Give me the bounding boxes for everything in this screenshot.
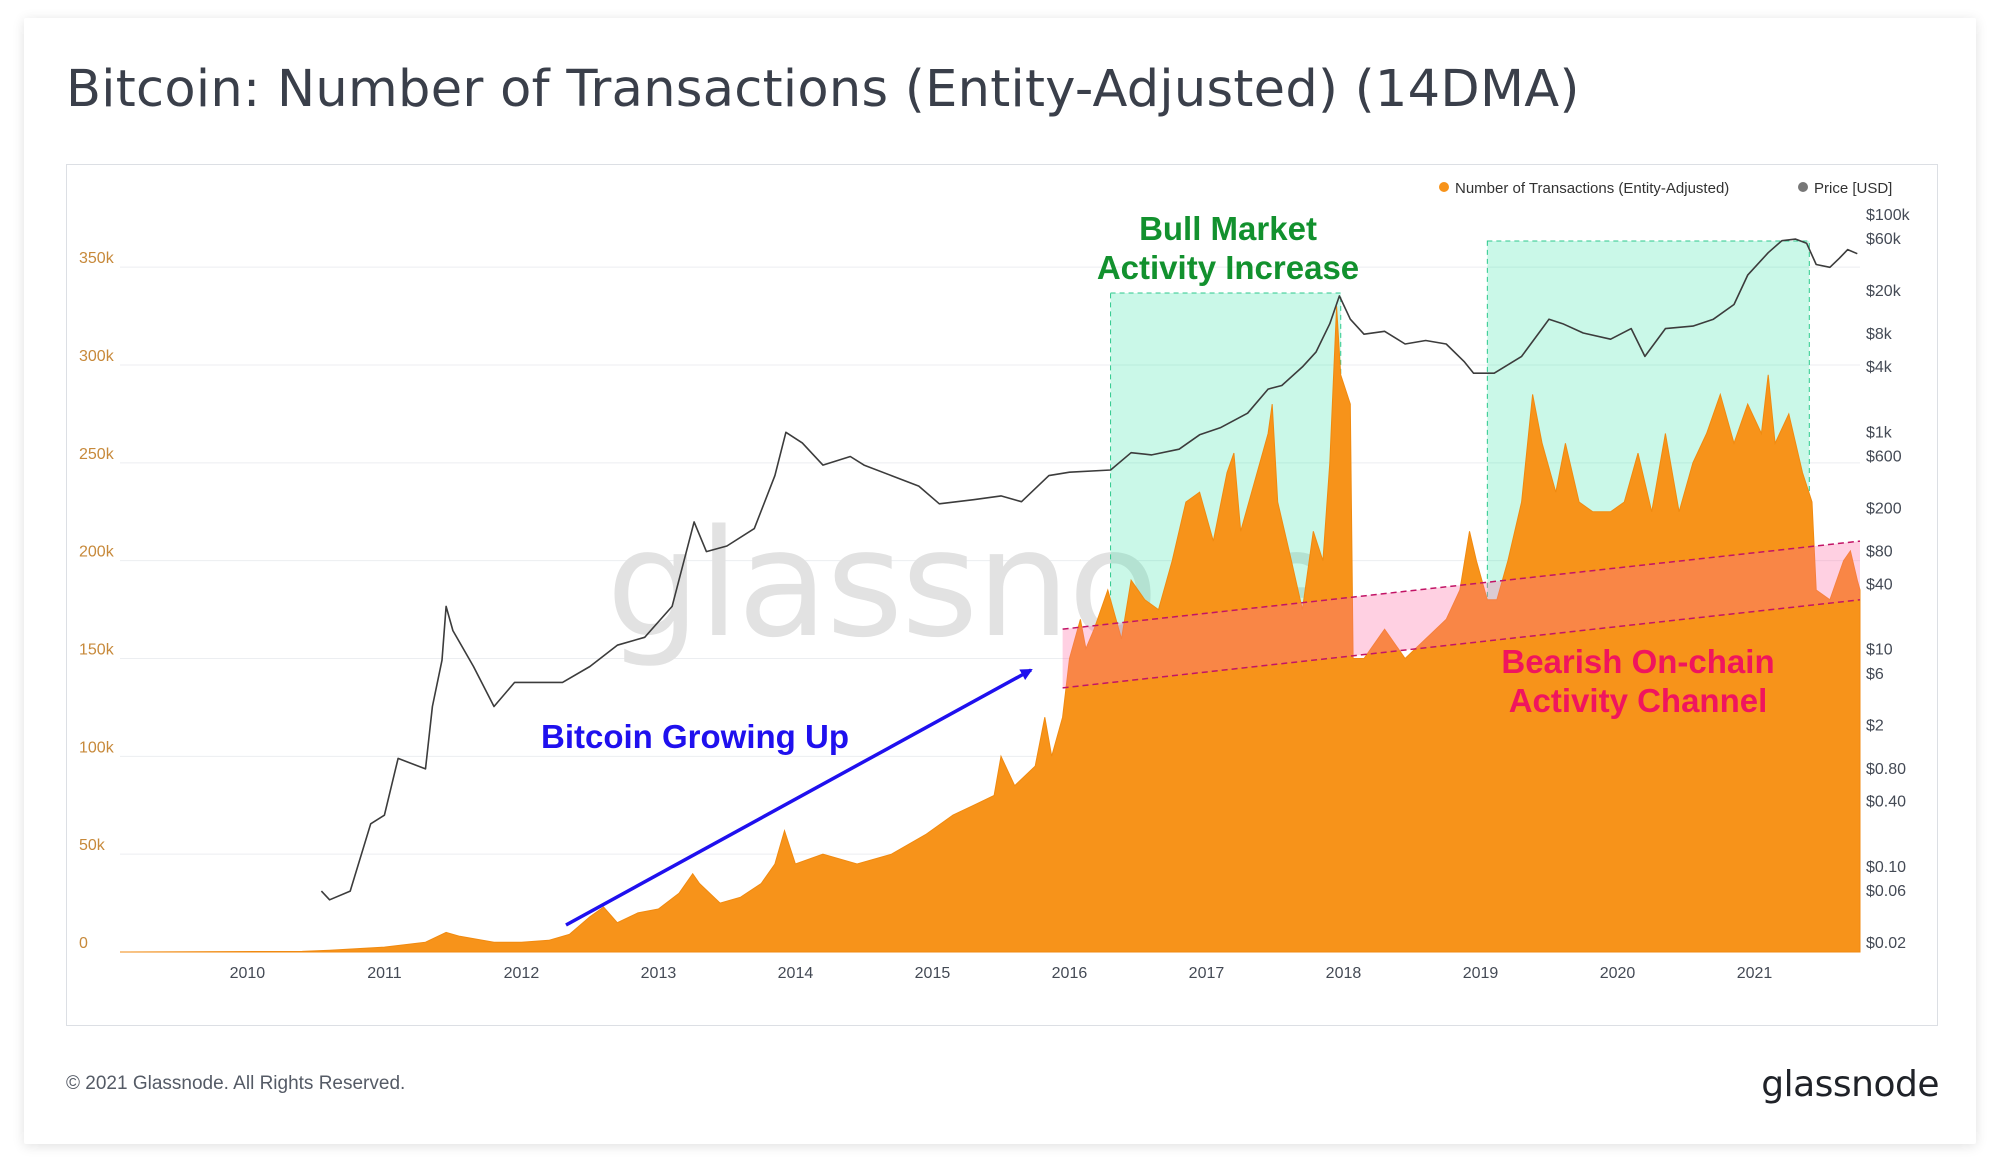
y-right-tick-label: $8k	[1866, 326, 1893, 343]
x-tick-label: 2020	[1600, 965, 1636, 982]
bear-channel-top-line	[1062, 540, 1861, 630]
copyright-footer: © 2021 Glassnode. All Rights Reserved.	[66, 1073, 406, 1094]
y-right-tick-label: $1k	[1866, 424, 1893, 441]
legend-label-price: Price [USD]	[1814, 180, 1892, 197]
y-right-tick-label: $600	[1866, 448, 1902, 465]
y-left-tick-label: 200k	[79, 544, 115, 561]
x-tick-label: 2018	[1326, 965, 1362, 982]
bear-annotation-line1: Bearish On-chain	[1501, 643, 1774, 680]
y-right-tick-label: $4k	[1866, 359, 1893, 376]
growth-arrow	[565, 668, 1033, 927]
y-right-tick-label: $20k	[1866, 283, 1902, 300]
x-tick-label: 2010	[230, 965, 266, 982]
x-tick-label: 2015	[915, 965, 951, 982]
legend-dot-transactions	[1439, 182, 1449, 192]
x-tick-label: 2021	[1737, 965, 1773, 982]
y-right-tick-label: $0.10	[1866, 859, 1906, 876]
x-tick-label: 2019	[1463, 965, 1499, 982]
y-right-tick-label: $0.06	[1866, 883, 1906, 900]
y-right-tick-label: $0.80	[1866, 761, 1906, 778]
growth-annotation: Bitcoin Growing Up	[541, 718, 849, 755]
bear-annotation-line2: Activity Channel	[1509, 682, 1768, 719]
y-right-tick-label: $6	[1866, 666, 1884, 683]
y-left-tick-label: 100k	[79, 739, 115, 756]
y-right-tick-label: $100k	[1866, 207, 1911, 224]
x-tick-label: 2014	[778, 965, 814, 982]
x-tick-label: 2011	[367, 965, 402, 982]
y-left-tick-label: 250k	[79, 446, 115, 463]
transactions-area	[119, 306, 1861, 953]
y-left-tick-label: 300k	[79, 348, 115, 365]
y-left-tick-label: 150k	[79, 642, 115, 659]
chart-frame: 0 50k 100k 150k 200k 250k 300k 350k glassnode 201…	[66, 164, 1938, 1026]
y-right-tick-label: $60k	[1866, 231, 1902, 248]
legend-dot-price	[1798, 182, 1808, 192]
y-left-tick-label: 50k	[79, 837, 106, 854]
bull-annotation-line1: Bull Market	[1139, 210, 1317, 247]
x-tick-label: 2013	[641, 965, 677, 982]
y-right-tick-label: $2	[1866, 718, 1884, 735]
glassnode-logo[interactable]: glassnode	[1761, 1064, 1939, 1105]
legend-label-transactions: Number of Transactions (Entity-Adjusted)	[1455, 180, 1729, 197]
y-right-tick-label: $0.40	[1866, 794, 1906, 811]
y-right-tick-label: $80	[1866, 544, 1893, 561]
bull-annotation-line2: Activity Increase	[1097, 249, 1359, 286]
x-tick-label: 2016	[1052, 965, 1088, 982]
bear-channel-bottom-line	[1062, 599, 1861, 689]
price-line	[320, 238, 1858, 901]
y-left-tick-label: 350k	[79, 250, 115, 267]
chart-svg: 050k100k150k200k250k300k350kglassnode201…	[79, 180, 1911, 982]
y-right-tick-label: $0.02	[1866, 935, 1906, 952]
page-title: Bitcoin: Number of Transactions (Entity-…	[66, 60, 1580, 119]
x-tick-label: 2017	[1189, 965, 1225, 982]
y-left-tick-label: 0	[79, 935, 88, 952]
y-right-tick-label: $40	[1866, 576, 1893, 593]
bear-channel-band	[1062, 541, 1860, 688]
y-right-tick-label: $200	[1866, 500, 1902, 517]
x-tick-label: 2012	[504, 965, 540, 982]
y-right-tick-label: $10	[1866, 642, 1893, 659]
